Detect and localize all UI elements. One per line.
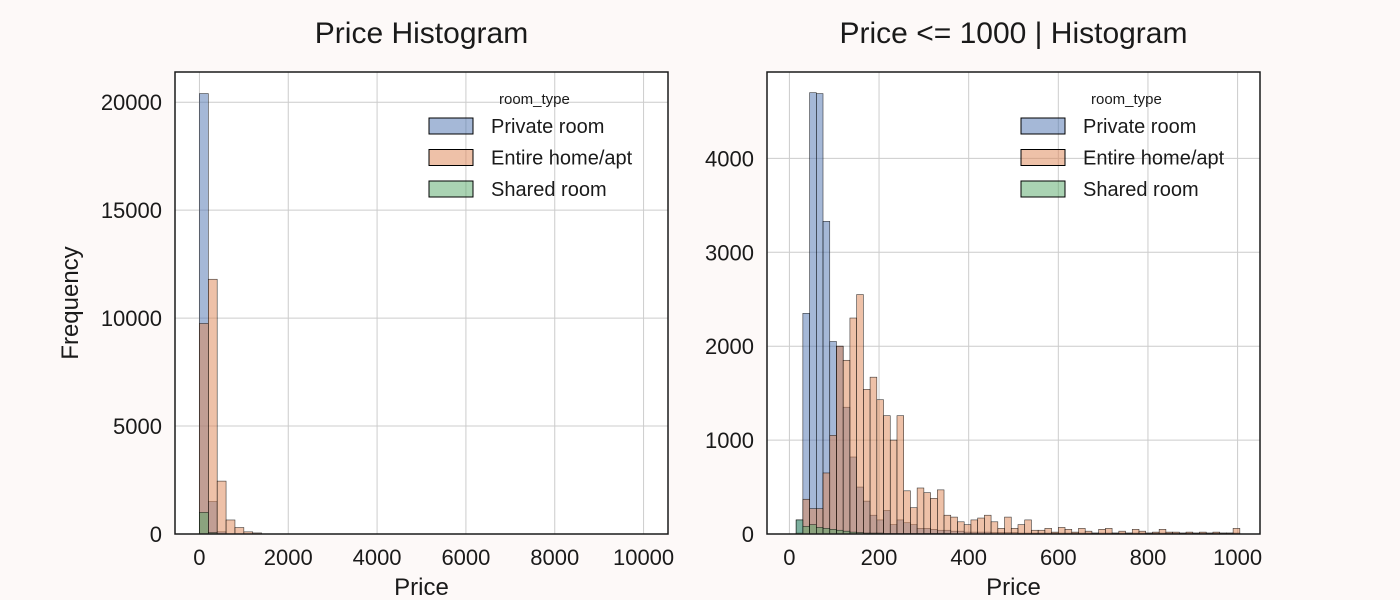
- y-tick-label: 3000: [705, 240, 754, 265]
- histogram-bar: [977, 517, 985, 535]
- histogram-bar: [876, 399, 884, 535]
- axes-frame: [174, 71, 669, 535]
- histogram-bar: [869, 376, 878, 535]
- histogram-bar: [896, 415, 904, 535]
- histogram-bar: [829, 435, 837, 535]
- legend-swatch: [428, 149, 474, 166]
- y-tick-label: 15000: [101, 198, 162, 223]
- legend-swatch: [1020, 180, 1066, 198]
- axes-frame: [766, 71, 1261, 535]
- x-tick-label: 10000: [613, 545, 674, 570]
- histogram-bar: [1017, 524, 1026, 535]
- histogram-bar: [849, 317, 857, 535]
- histogram-bar: [889, 439, 898, 535]
- histogram-bar: [1024, 519, 1032, 535]
- plot-area: [175, 72, 668, 534]
- x-tick-label: 200: [861, 545, 898, 570]
- legend-swatch: [1020, 149, 1066, 166]
- y-axis-label: Frequency: [57, 246, 84, 359]
- histogram-bar: [863, 389, 871, 535]
- histogram-bar: [815, 93, 824, 535]
- legend-label: Shared room: [491, 179, 607, 201]
- histogram-bar: [1010, 528, 1019, 535]
- y-tick-label: 10000: [101, 306, 162, 331]
- histogram-bar: [234, 527, 245, 535]
- histogram-bar: [957, 521, 965, 535]
- right-histogram-panel: 0 200 400 600 800 1000 0 1000 2000 3000 4000 Price P…: [705, 17, 1262, 600]
- x-tick-label: 8000: [530, 545, 579, 570]
- histogram-bar: [923, 492, 931, 535]
- histogram-bar: [930, 498, 938, 535]
- histogram-bar: [903, 490, 911, 535]
- legend-label: Shared room: [1083, 179, 1199, 201]
- y-tick-label: 0: [742, 522, 754, 547]
- histogram-bar: [937, 489, 945, 535]
- histogram-bar: [199, 512, 209, 535]
- histogram-bar: [943, 514, 952, 535]
- y-tick-label: 4000: [705, 146, 754, 171]
- legend-label: Private room: [491, 116, 604, 138]
- left-histogram-panel: 0 2000 4000 6000 8000 10000 0 5000 10000 15000 200…: [57, 17, 674, 600]
- legend-label: Private room: [1083, 116, 1196, 138]
- legend-swatch: [428, 117, 474, 135]
- histogram-bar: [970, 519, 978, 535]
- x-tick-label: 1000: [1213, 545, 1262, 570]
- y-tick-label: 5000: [113, 414, 162, 439]
- histogram-bar: [1058, 527, 1066, 535]
- histogram-bar: [208, 278, 218, 535]
- x-tick-label: 600: [1040, 545, 1077, 570]
- x-tick-label: 400: [950, 545, 987, 570]
- y-tick-label: 2000: [705, 334, 754, 359]
- chart-title: Price <= 1000 | Histogram: [840, 17, 1188, 50]
- histogram-bar: [1078, 528, 1086, 535]
- chart-title: Price Histogram: [315, 17, 528, 50]
- x-tick-label: 0: [193, 545, 205, 570]
- histogram-bar: [883, 415, 891, 535]
- histogram-bar: [216, 480, 227, 535]
- histogram-bar: [990, 521, 999, 535]
- histogram-bar: [1232, 528, 1241, 535]
- y-tick-label: 1000: [705, 428, 754, 453]
- x-axis-label: Price: [394, 574, 449, 600]
- histogram-bar: [815, 527, 824, 535]
- legend-swatch: [428, 180, 474, 198]
- x-tick-label: 6000: [441, 545, 490, 570]
- histogram-bar: [199, 323, 209, 535]
- histogram-bar: [1105, 528, 1113, 535]
- histogram-bar: [950, 516, 958, 535]
- y-tick-label: 0: [150, 522, 162, 547]
- legend-swatch: [1020, 117, 1066, 135]
- x-tick-label: 800: [1130, 545, 1167, 570]
- legend: room_type Private room Entire home/apt Shar…: [428, 91, 633, 201]
- histogram-bar: [822, 528, 831, 535]
- histogram-bar: [795, 519, 804, 535]
- x-axis-label: Price: [986, 574, 1041, 600]
- legend: room_type Private room Entire home/apt Shar…: [1020, 91, 1225, 201]
- histogram-bar: [984, 514, 992, 535]
- histogram-bar: [809, 92, 817, 535]
- legend-label: Entire home/apt: [1083, 148, 1225, 170]
- legend-title: room_type: [499, 91, 570, 108]
- legend-title: room_type: [1091, 91, 1162, 108]
- x-tick-label: 4000: [353, 545, 402, 570]
- y-tick-label: 20000: [101, 90, 162, 115]
- histogram-bar: [997, 528, 1005, 535]
- histogram-bar: [822, 472, 831, 535]
- histogram-bar: [963, 524, 972, 535]
- histogram-bar: [856, 294, 864, 535]
- histogram-bar: [809, 524, 817, 535]
- histogram-bar: [842, 359, 851, 535]
- histogram-bar: [916, 487, 925, 535]
- histogram-bar: [1004, 516, 1012, 535]
- legend-label: Entire home/apt: [491, 148, 633, 170]
- histogram-bar: [802, 526, 810, 535]
- x-tick-label: 0: [783, 545, 795, 570]
- histogram-bar: [910, 507, 918, 535]
- histogram-bar: [836, 345, 844, 535]
- x-tick-label: 2000: [264, 545, 313, 570]
- histogram-bar: [225, 519, 236, 535]
- histogram-bar: [1044, 528, 1052, 535]
